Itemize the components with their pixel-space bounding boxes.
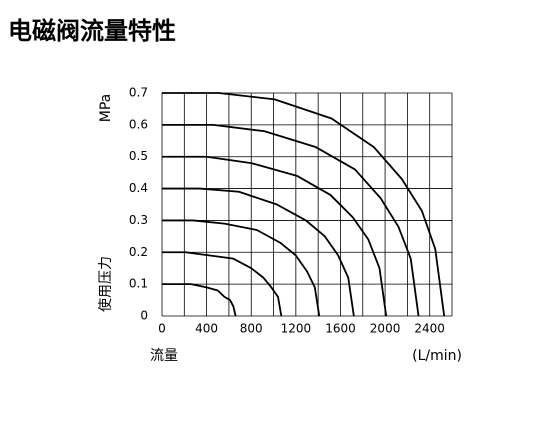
x-tick-label: 400 [195, 322, 218, 336]
x-axis-unit: (L/min) [412, 348, 462, 364]
flow-curve [162, 219, 321, 317]
x-tick-label: 1200 [281, 322, 312, 336]
y-tick-label: 0.3 [129, 213, 148, 227]
x-tick-label: 2000 [370, 322, 401, 336]
y-tick-label: 0.7 [129, 86, 148, 100]
chart-title: 电磁阀流量特性 [8, 17, 176, 45]
x-tick-label: 2400 [414, 322, 445, 336]
flow-curve [162, 92, 446, 317]
y-tick-label: 0.1 [129, 277, 148, 291]
y-tick-label: 0.4 [129, 181, 148, 195]
y-axis-unit: MPa [98, 94, 114, 122]
y-tick-label: 0 [140, 309, 148, 323]
x-axis-label: 流量 [150, 348, 178, 364]
y-axis-label: 使用压力 [97, 256, 114, 312]
flow-curve [162, 123, 420, 317]
x-tick-label: 0 [158, 322, 166, 336]
y-tick-label: 0.6 [129, 117, 148, 131]
flow-curve [162, 155, 388, 317]
flow-curve [162, 283, 237, 317]
flow-curve [162, 251, 283, 317]
y-tick-label: 0.2 [129, 245, 148, 259]
x-tick-label: 1600 [325, 322, 356, 336]
y-tick-label: 0.5 [129, 149, 148, 163]
flow-curve [162, 187, 355, 317]
x-tick-label: 800 [240, 322, 263, 336]
